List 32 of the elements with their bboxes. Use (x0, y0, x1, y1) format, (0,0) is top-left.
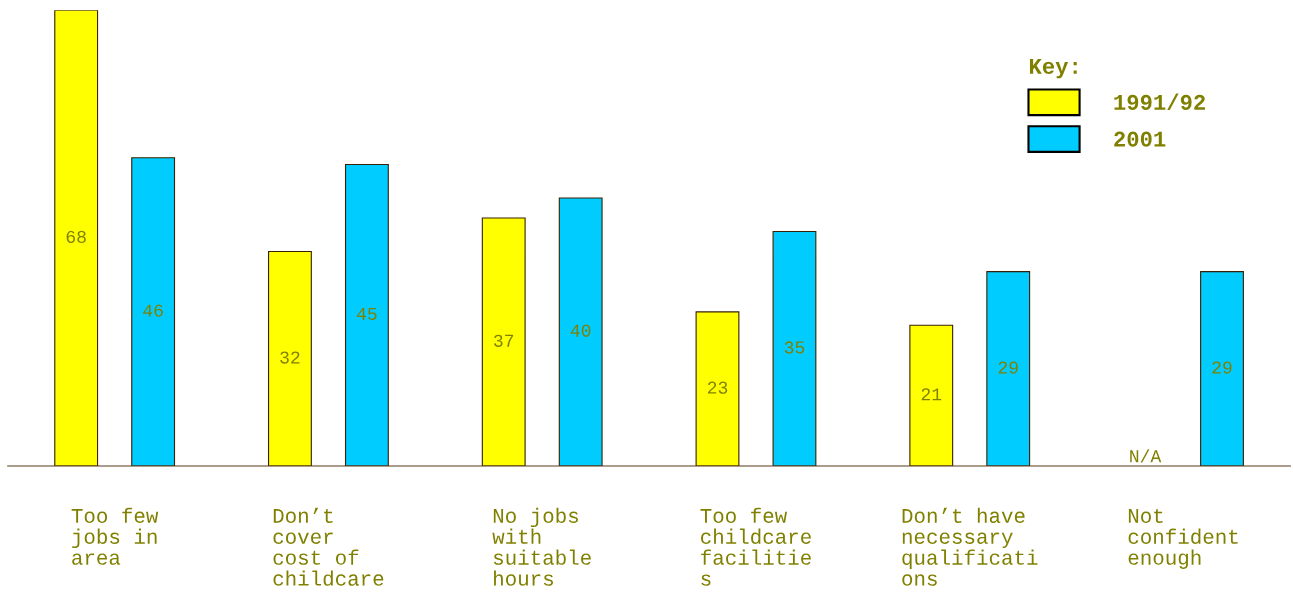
x-tick-label: Don’t have necessary qualificati ons (902, 507, 1038, 586)
data-label: 45 (356, 308, 377, 321)
bar (1200, 271, 1244, 467)
x-tick-label: Not confident enough (1128, 508, 1238, 569)
data-label: 35 (784, 341, 805, 354)
bar (695, 311, 740, 467)
data-label: 68 (66, 230, 86, 243)
text: N/A (1130, 449, 1162, 463)
bar (344, 163, 389, 467)
bar (558, 197, 603, 467)
x-tick-label: Don’t cover cost of childcare (273, 507, 384, 586)
data-label: 32 (280, 351, 300, 364)
x-tick-label: No jobs with suitable hours (492, 507, 591, 586)
x-tick-label: Too few childcare facilitie s (700, 507, 811, 586)
data-label: 37 (494, 334, 514, 347)
bar (909, 324, 954, 467)
legend-label: 1991/92 (1114, 93, 1205, 110)
bar (986, 271, 1031, 467)
data-label: 21 (921, 388, 942, 401)
data-label: 23 (707, 381, 728, 394)
legend-label: 2001 (1114, 131, 1166, 147)
data-label: 40 (570, 324, 591, 337)
bar (772, 230, 817, 467)
x-tick-label: Too few jobs in area (71, 507, 159, 565)
bar (54, 10, 99, 467)
data-label: 29 (1212, 361, 1232, 374)
data-label: 29 (998, 361, 1018, 374)
data-label: 46 (143, 304, 163, 317)
bar (268, 251, 312, 467)
bar (481, 217, 526, 467)
bar (131, 157, 176, 467)
legend-title: Key: (1029, 59, 1077, 79)
